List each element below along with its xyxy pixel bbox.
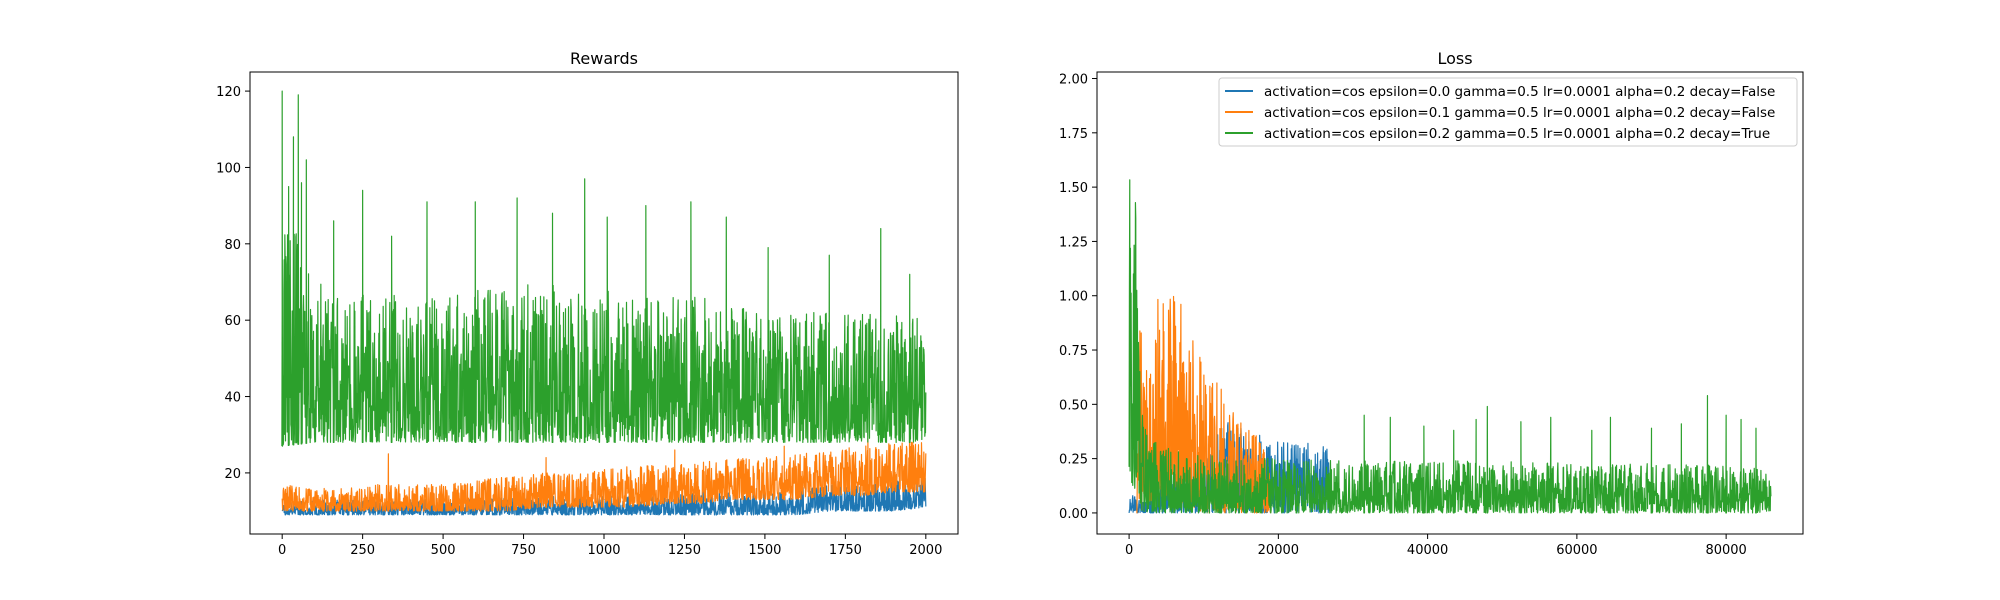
x-tick-label: 1500 bbox=[748, 543, 781, 558]
legend-label: activation=cos epsilon=0.2 gamma=0.5 lr=… bbox=[1264, 126, 1770, 142]
x-tick-label: 1000 bbox=[587, 543, 620, 558]
x-tick-label: 750 bbox=[511, 543, 536, 558]
y-tick-label: 20 bbox=[224, 467, 241, 482]
y-tick-label: 1.25 bbox=[1059, 235, 1088, 250]
x-tick-label: 40000 bbox=[1407, 543, 1448, 558]
y-tick-label: 0.25 bbox=[1059, 453, 1088, 468]
loss-y-axis: 0.00 0.25 0.50 0.75 1.00 1.25 1.50 1.75 2.00 bbox=[1059, 73, 1097, 522]
y-tick-label: 60 bbox=[224, 314, 241, 329]
x-tick-label: 0 bbox=[278, 543, 286, 558]
loss-legend: activation=cos epsilon=0.0 gamma=0.5 lr=… bbox=[1218, 77, 1798, 147]
legend-item: activation=cos epsilon=0.1 gamma=0.5 lr=… bbox=[1225, 105, 1775, 121]
loss-series-group bbox=[1128, 179, 1772, 514]
y-tick-label: 1.50 bbox=[1059, 181, 1088, 196]
rewards-chart: Rewards 0 250 500 750 1000 1250 1500 1750 2000 2… bbox=[216, 49, 959, 558]
legend-label: activation=cos epsilon=0.0 gamma=0.5 lr=… bbox=[1264, 84, 1775, 100]
y-tick-label: 120 bbox=[216, 85, 241, 100]
rewards-y-axis: 20 40 60 80 100 120 bbox=[216, 85, 250, 482]
y-tick-label: 0.00 bbox=[1059, 507, 1088, 522]
x-tick-label: 80000 bbox=[1705, 543, 1746, 558]
series-line bbox=[281, 434, 927, 512]
y-tick-label: 1.75 bbox=[1059, 127, 1088, 142]
rewards-series-group bbox=[281, 90, 927, 516]
rewards-x-axis: 0 250 500 750 1000 1250 1500 1750 2000 bbox=[278, 534, 942, 558]
x-tick-label: 20000 bbox=[1258, 543, 1299, 558]
loss-chart: Loss 0 20000 40000 60000 80000 0.000.250.500… bbox=[1059, 49, 1804, 558]
loss-x-axis: 0 20000 40000 60000 80000 bbox=[1125, 534, 1747, 558]
rewards-chart-title: Rewards bbox=[570, 49, 638, 68]
loss-chart-title: Loss bbox=[1437, 49, 1472, 68]
legend-item: activation=cos epsilon=0.2 gamma=0.5 lr=… bbox=[1225, 126, 1770, 142]
loss-plot-frame bbox=[1096, 71, 1804, 535]
x-tick-label: 1250 bbox=[668, 543, 701, 558]
x-tick-label: 0 bbox=[1125, 543, 1133, 558]
series-line bbox=[1128, 179, 1772, 514]
y-tick-label: 2.00 bbox=[1059, 73, 1088, 88]
x-tick-label: 1750 bbox=[829, 543, 862, 558]
y-tick-label: 40 bbox=[224, 391, 241, 406]
legend-label: activation=cos epsilon=0.1 gamma=0.5 lr=… bbox=[1264, 105, 1775, 121]
y-tick-label: 1.00 bbox=[1059, 290, 1088, 305]
y-tick-label: 80 bbox=[224, 238, 241, 253]
x-tick-label: 500 bbox=[431, 543, 456, 558]
legend-box bbox=[1218, 77, 1798, 147]
x-tick-label: 60000 bbox=[1556, 543, 1597, 558]
y-tick-label: 100 bbox=[216, 161, 241, 176]
y-tick-label: 0.75 bbox=[1059, 344, 1088, 359]
series-line bbox=[281, 90, 927, 447]
series-line bbox=[281, 477, 927, 516]
x-tick-label: 250 bbox=[350, 543, 375, 558]
y-tick-label: 0.50 bbox=[1059, 398, 1088, 413]
x-tick-label: 2000 bbox=[909, 543, 942, 558]
legend-item: activation=cos epsilon=0.0 gamma=0.5 lr=… bbox=[1225, 84, 1775, 100]
